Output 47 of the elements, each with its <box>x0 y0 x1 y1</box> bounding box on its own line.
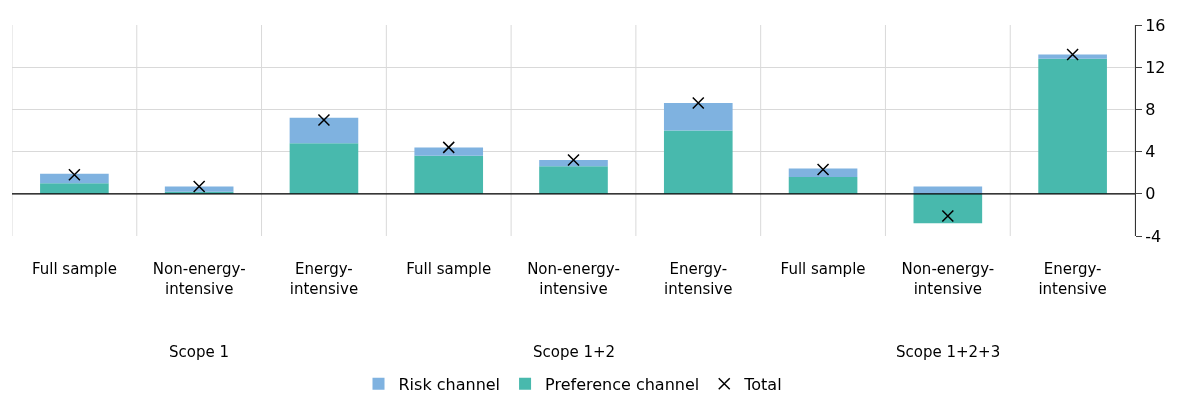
x-tick-label: Non-energy-intensive <box>901 260 995 298</box>
y-tick-label: -4 <box>1145 226 1162 246</box>
point <box>192 180 206 193</box>
bar <box>913 186 983 194</box>
text: Scope 1+2 <box>533 343 616 361</box>
point <box>692 96 705 110</box>
x-tick-label: Energy-intensive <box>664 260 733 298</box>
x-tick-label: Non-energy-intensive <box>527 260 620 298</box>
bar <box>1038 54 1107 59</box>
legend-label: Risk channel <box>398 374 501 394</box>
legend-label: Preference channel <box>545 374 700 394</box>
x-tick-label: Full sample <box>31 260 117 278</box>
x-tick-label: Non-energy-intensive <box>152 260 246 298</box>
bar <box>913 193 983 224</box>
bar <box>414 155 484 194</box>
text: Scope 1 <box>169 343 230 361</box>
bar <box>414 147 484 156</box>
point <box>442 141 455 154</box>
y-tick-label: 12 <box>1145 57 1166 77</box>
point <box>816 163 830 176</box>
bar <box>289 143 359 194</box>
x-tick-label: Energy-intensive <box>289 260 359 298</box>
bar <box>1038 58 1107 194</box>
bar <box>40 183 109 194</box>
point <box>317 113 331 127</box>
legend-label: Total <box>743 374 782 394</box>
bar <box>663 103 733 131</box>
bar <box>788 176 858 194</box>
bar <box>539 166 608 194</box>
bar <box>164 186 234 192</box>
y-tick-label: 4 <box>1145 142 1156 162</box>
point <box>1066 48 1079 61</box>
bar <box>289 117 359 144</box>
text: Scope 1+2+3 <box>896 343 1001 361</box>
y-tick-label: 8 <box>1145 100 1156 119</box>
point <box>68 168 81 182</box>
bar <box>539 160 608 167</box>
x-tick-label: Full sample <box>780 260 866 278</box>
point <box>941 209 955 223</box>
y-tick-label: 0 <box>1145 184 1156 204</box>
bar <box>788 168 858 177</box>
point <box>567 153 580 167</box>
y-tick-label: 16 <box>1145 15 1166 35</box>
bar <box>663 130 733 194</box>
x-tick-label: Energy-intensive <box>1038 260 1107 298</box>
x-tick-label: Full sample <box>406 260 492 278</box>
bar <box>40 173 109 184</box>
